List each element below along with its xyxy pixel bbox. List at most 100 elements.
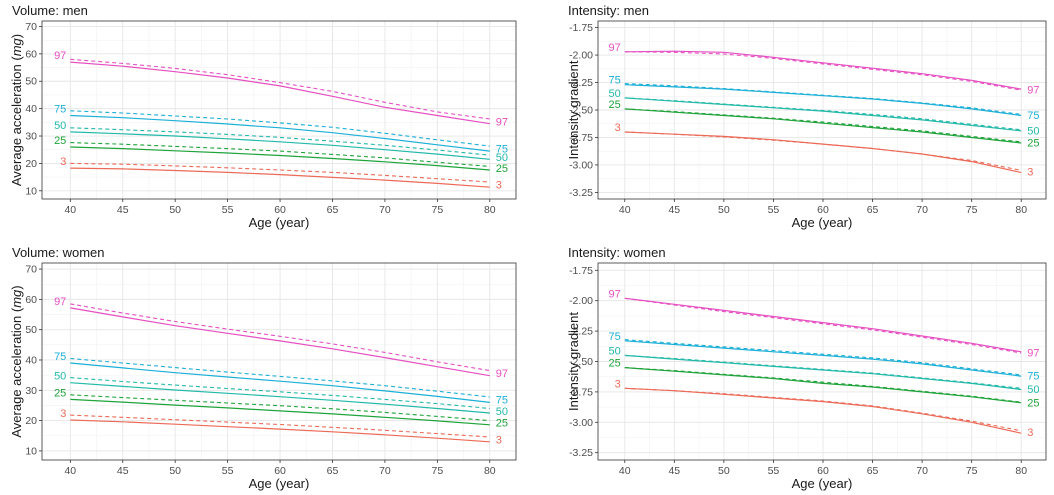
y-tick-label: -3.25	[569, 447, 593, 459]
series-dashed-p75	[70, 357, 490, 398]
series-solid-p50	[624, 354, 1022, 391]
curve-label-right: 50	[1027, 125, 1039, 137]
series-solid-p97	[624, 297, 1022, 353]
y-axis-title-part: )	[9, 285, 24, 289]
x-tick-label: 75	[432, 204, 444, 216]
x-tick-label: 70	[916, 465, 928, 477]
x-tick-label: 55	[222, 465, 234, 477]
series-dashed-p50	[70, 127, 490, 156]
curve-label-right: 3	[1027, 427, 1033, 439]
y-tick-label: -3.00	[569, 417, 593, 429]
curve-label-right: 3	[496, 180, 502, 192]
x-tick-label: 60	[817, 204, 829, 216]
curve-label-right: 50	[496, 406, 508, 418]
x-tick-label: 75	[966, 465, 978, 477]
curve-label-right: 50	[496, 152, 508, 164]
curve-label-right: 97	[496, 368, 508, 380]
curve-label-right: 3	[496, 434, 502, 446]
x-tick-label: 40	[64, 465, 76, 477]
curve-label-left: 25	[54, 135, 66, 147]
y-axis-title: Average acceleration (mg)	[9, 285, 24, 437]
x-tick-label: 50	[718, 204, 730, 216]
series-solid-p75	[70, 362, 490, 403]
y-axis-title-part: mg	[9, 289, 24, 308]
curve-label-left: 97	[609, 42, 621, 54]
y-tick-label: -3.25	[569, 187, 593, 199]
series-dashed-p75	[70, 110, 490, 147]
x-tick-label: 45	[668, 465, 680, 477]
x-tick-label: 50	[718, 465, 730, 477]
x-tick-label: 55	[768, 204, 780, 216]
series-solid-p3	[624, 131, 1022, 174]
series-solid-p50	[624, 97, 1022, 132]
curve-label-right: 97	[1027, 85, 1039, 97]
curve-label-left: 50	[609, 88, 621, 100]
series-solid-p75	[624, 340, 1022, 377]
series-solid-p3	[70, 167, 490, 188]
y-tick-label: 30	[25, 131, 37, 143]
curve-label-left: 50	[54, 371, 66, 383]
series-dashed-p50	[70, 377, 490, 410]
series-solid-p75	[70, 114, 490, 152]
series-solid-p25	[70, 398, 490, 426]
curve-label-left: 97	[54, 50, 66, 62]
x-tick-label: 70	[379, 204, 391, 216]
curve-label-right: 75	[1027, 110, 1039, 122]
x-tick-label: 60	[274, 465, 286, 477]
x-tick-label: 65	[867, 204, 879, 216]
series-solid-p97	[70, 61, 490, 125]
curve-label-left: 97	[609, 288, 621, 300]
series-solid-p97	[624, 50, 1022, 90]
y-axis-title-part: Average acceleration (	[9, 307, 24, 438]
x-tick-label: 40	[64, 204, 76, 216]
y-tick-label: 40	[25, 354, 37, 366]
x-tick-label: 55	[222, 204, 234, 216]
y-tick-label: 20	[25, 158, 37, 170]
curve-label-right: 3	[1027, 167, 1033, 179]
series-dashed-p25	[70, 142, 490, 167]
y-tick-label: -2.25	[569, 77, 593, 89]
x-tick-label: 45	[117, 204, 129, 216]
y-tick-label: 50	[25, 324, 37, 336]
curve-label-right: 75	[496, 395, 508, 407]
x-axis-title: Age (year)	[792, 215, 853, 230]
series-solid-p25	[624, 367, 1022, 404]
series-solid-p50	[70, 131, 490, 160]
y-tick-label: -2.00	[569, 295, 593, 307]
curve-label-left: 75	[54, 103, 66, 115]
panel-title: Intensity: men	[568, 3, 649, 18]
curve-label-right: 97	[496, 116, 508, 128]
y-tick-label: -1.75	[569, 265, 593, 277]
x-tick-label: 75	[966, 204, 978, 216]
y-tick-label: -2.50	[569, 105, 593, 117]
y-tick-label: 30	[25, 385, 37, 397]
curve-label-right: 75	[496, 144, 508, 156]
x-tick-label: 40	[619, 465, 631, 477]
x-tick-label: 65	[327, 204, 339, 216]
y-tick-label: 50	[25, 76, 37, 88]
series-dashed-p25	[70, 394, 490, 422]
y-tick-label: -2.50	[569, 356, 593, 368]
series-dashed-p97	[70, 58, 490, 120]
curve-label-right: 50	[1027, 384, 1039, 396]
series-solid-p50	[70, 382, 490, 414]
x-tick-label: 80	[484, 465, 496, 477]
x-tick-label: 80	[484, 204, 496, 216]
panel-title: Volume: men	[12, 3, 88, 18]
x-tick-label: 65	[867, 465, 879, 477]
series-solid-p3	[70, 419, 490, 443]
x-tick-label: 75	[432, 465, 444, 477]
series-solid-p25	[624, 108, 1022, 144]
series-dashed-p75	[624, 339, 1022, 376]
curve-label-right: 25	[1027, 398, 1039, 410]
x-axis-title: Age (year)	[792, 476, 853, 491]
y-tick-label: -2.75	[569, 132, 593, 144]
curve-label-left: 3	[615, 122, 621, 134]
series-solid-p3	[624, 387, 1022, 434]
y-tick-label: -2.25	[569, 326, 593, 338]
curve-label-left: 50	[54, 120, 66, 132]
x-tick-label: 45	[668, 204, 680, 216]
